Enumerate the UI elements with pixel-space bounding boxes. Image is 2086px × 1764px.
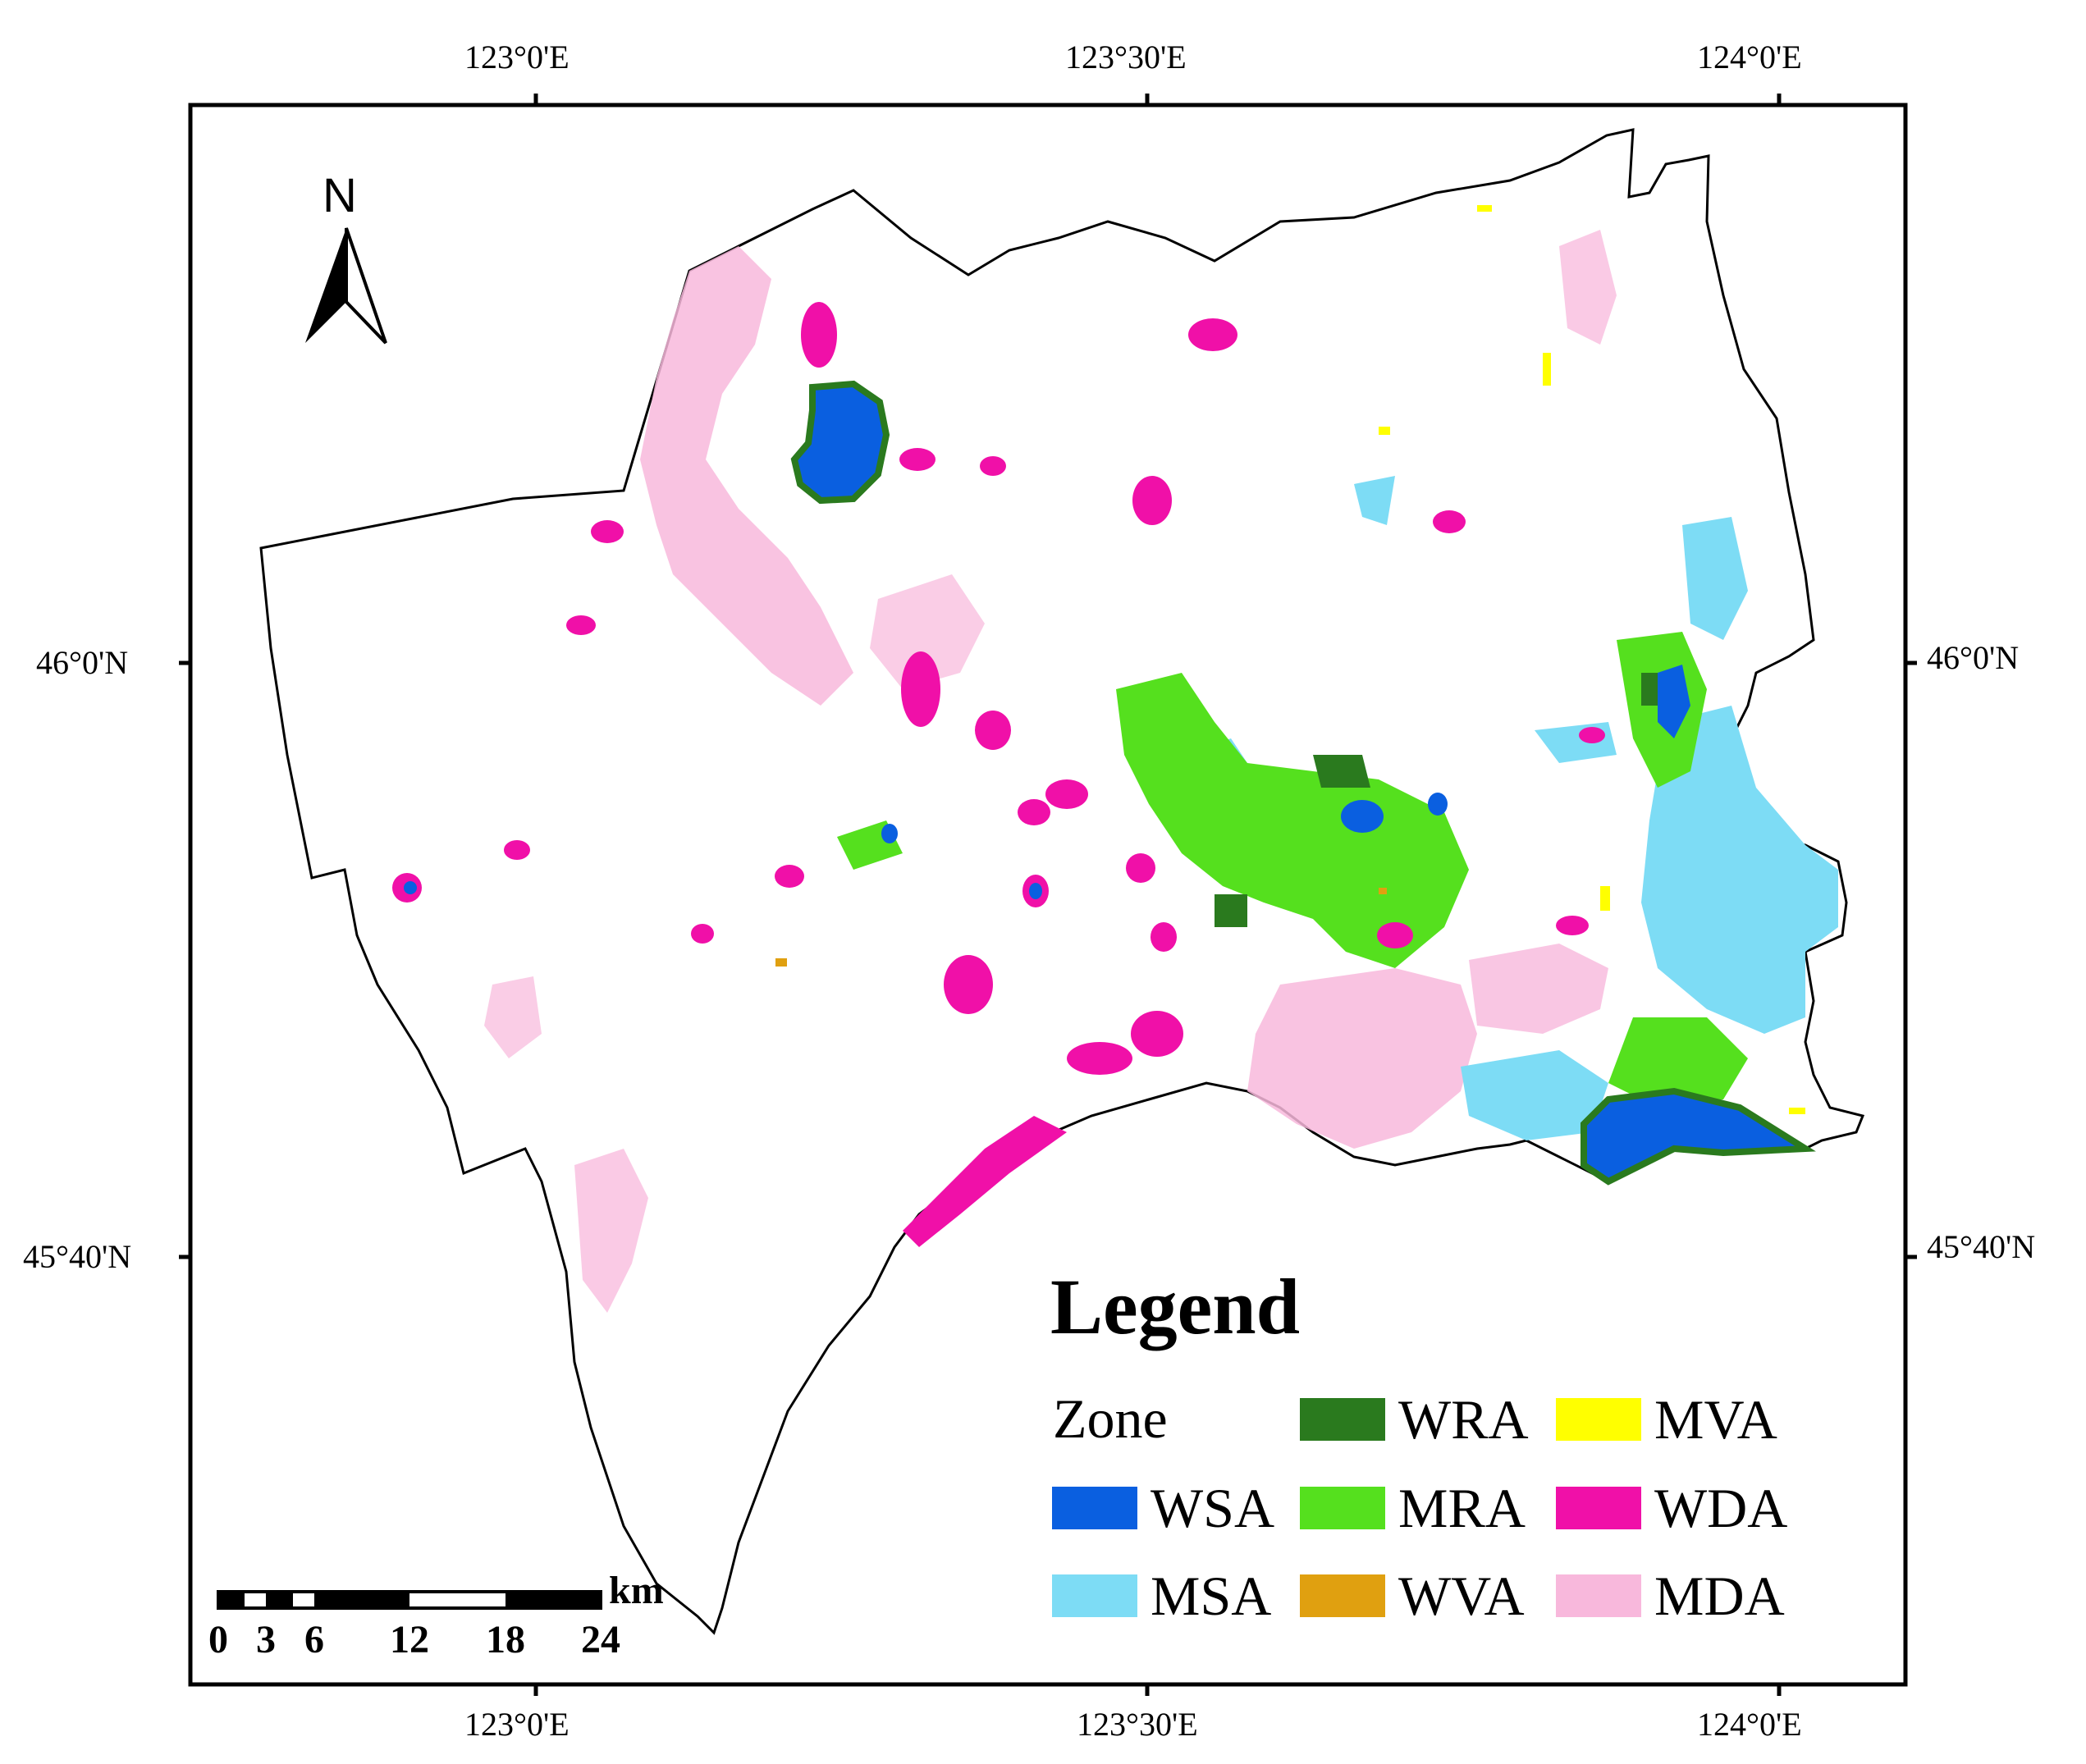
legend-zone-label: Zone: [1053, 1387, 1168, 1450]
legend-item-wra: WRA: [1300, 1388, 1529, 1451]
mra-patch: [1608, 1017, 1748, 1108]
scale-unit-label: km: [609, 1569, 664, 1612]
scale-label: 12: [390, 1618, 429, 1661]
scale-label: 0: [208, 1618, 228, 1661]
legend-swatch: [1300, 1398, 1385, 1441]
top-tick-label: 123°30'E: [1065, 39, 1187, 75]
mva-patches: [1379, 205, 1805, 1114]
mda-patch: [640, 246, 853, 706]
legend-item-mda: MDA: [1556, 1568, 1785, 1624]
msa-patch: [1641, 706, 1838, 1034]
bottom-tick-label: 123°30'E: [1077, 1706, 1198, 1743]
legend-label: WVA: [1398, 1565, 1525, 1627]
legend-swatch: [1300, 1487, 1385, 1529]
legend-label: MDA: [1654, 1565, 1785, 1627]
right-tick-label: 46°0'N: [1927, 639, 2020, 676]
north-arrow-icon: [305, 227, 387, 345]
scale-bar: [217, 1590, 602, 1610]
legend-label: WDA: [1654, 1477, 1788, 1539]
legend-label: WSA: [1151, 1477, 1275, 1539]
wva-patches: [775, 888, 1387, 967]
mda-patch: [484, 976, 542, 1058]
legend-swatch: [1556, 1487, 1641, 1529]
mda-patch: [574, 1149, 648, 1313]
legend-item-wva: WVA: [1300, 1568, 1525, 1624]
legend-swatch: [1556, 1398, 1641, 1441]
top-tick-label: 124°0'E: [1697, 39, 1802, 75]
bottom-tick-label: 123°0'E: [464, 1706, 570, 1743]
left-tick-label: 45°40'N: [23, 1238, 132, 1275]
scale-label: 18: [486, 1618, 525, 1661]
scale-label: 24: [581, 1618, 620, 1661]
mda-patch: [1469, 944, 1608, 1034]
msa-patch: [1354, 476, 1395, 525]
wda-patches: [392, 302, 1605, 1247]
legend-label: WRA: [1398, 1388, 1529, 1451]
left-tick-label: 46°0'N: [36, 644, 129, 681]
legend-label: MRA: [1398, 1477, 1526, 1539]
legend-item-wsa: WSA: [1052, 1477, 1275, 1539]
mda-patch: [1247, 968, 1477, 1149]
msa-patch: [1461, 1050, 1608, 1140]
legend-item-mra: MRA: [1300, 1477, 1526, 1539]
legend-swatch: [1556, 1574, 1641, 1617]
legend-label: MVA: [1654, 1388, 1777, 1451]
scale-label: 3: [256, 1618, 276, 1661]
legend-item-wda: WDA: [1556, 1477, 1788, 1539]
mda-patch: [1559, 230, 1617, 345]
mda-patch: [870, 574, 985, 689]
legend-swatch: [1300, 1574, 1385, 1617]
wra-patch: [1215, 894, 1247, 927]
legend-swatch: [1052, 1487, 1137, 1529]
legend-title: Legend: [1050, 1263, 1301, 1350]
msa-patch: [1682, 517, 1748, 640]
legend-item-mva: MVA: [1556, 1388, 1777, 1451]
wra-patch: [1313, 755, 1370, 788]
bottom-tick-label: 124°0'E: [1697, 1706, 1802, 1743]
top-tick-label: 123°0'E: [464, 39, 570, 75]
wsa-patches: [790, 380, 1816, 1186]
scale-label: 6: [304, 1618, 324, 1661]
north-label: N: [323, 169, 357, 222]
tick-marks: [179, 94, 1917, 1696]
zone-patches: [392, 205, 1838, 1313]
legend-swatch: [1052, 1574, 1137, 1617]
wsa-patches-small: [404, 665, 1690, 899]
legend-item-msa: MSA: [1052, 1568, 1271, 1624]
right-tick-label: 45°40'N: [1927, 1228, 2036, 1265]
legend-label: MSA: [1151, 1565, 1272, 1627]
